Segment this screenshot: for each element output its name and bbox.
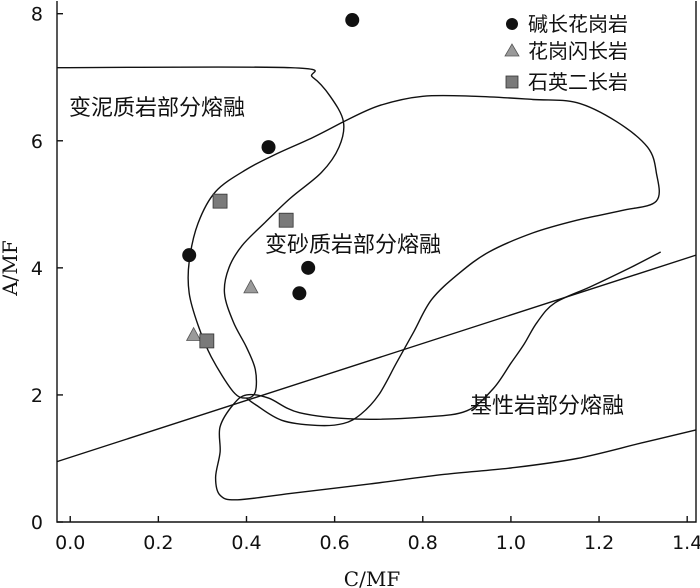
legend-marker-triangle xyxy=(504,43,520,57)
region-outline-basic-rock xyxy=(214,251,697,501)
point-granodiorite xyxy=(243,279,259,294)
point-quartz-monzonite xyxy=(199,333,215,349)
x-tick-label: 0.2 xyxy=(143,532,173,554)
x-tick-label: 0.0 xyxy=(55,532,85,554)
x-tick-label: 0.6 xyxy=(320,532,350,554)
region-outline-metagreywacke xyxy=(246,94,660,427)
point-quartz-monzonite xyxy=(212,193,228,209)
legend: 碱长花岗岩 花岗闪长岩 石英二长岩 xyxy=(504,12,628,94)
point-alkali-feldspar-granite xyxy=(301,260,316,275)
x-tick-label: 0.4 xyxy=(231,532,261,554)
melt-regions xyxy=(56,66,697,501)
region-label-metapelite: 变泥质岩部分熔融 xyxy=(69,96,245,121)
y-tick-label: 6 xyxy=(31,131,43,153)
legend-label-2: 石英二长岩 xyxy=(528,70,628,94)
legend-label-0: 碱长花岗岩 xyxy=(528,12,628,36)
plot-frame xyxy=(56,1,697,523)
region-outline-metapelite xyxy=(56,66,345,399)
point-alkali-feldspar-granite xyxy=(292,286,307,301)
point-alkali-feldspar-granite xyxy=(345,13,360,28)
y-axis-title: A/MF xyxy=(0,240,22,297)
region-labels: 变泥质岩部分熔融 变砂质岩部分熔融 基性岩部分熔融 xyxy=(69,96,624,419)
boundary-line xyxy=(56,254,697,463)
point-quartz-monzonite xyxy=(278,212,294,228)
region-label-basic-rock: 基性岩部分熔融 xyxy=(470,394,624,419)
y-tick-label: 0 xyxy=(31,512,43,534)
axes xyxy=(56,1,697,523)
y-tick-label: 4 xyxy=(31,258,43,280)
x-axis-title: C/MF xyxy=(344,567,401,588)
x-tick-label: 1.2 xyxy=(584,532,614,554)
legend-label-1: 花岗闪长岩 xyxy=(528,39,628,63)
y-tick-label: 2 xyxy=(31,385,43,407)
legend-marker-circle xyxy=(506,18,518,30)
legend-marker-square xyxy=(505,75,519,89)
x-tick-label: 0.8 xyxy=(408,532,438,554)
x-tick-label: 1.4 xyxy=(672,532,700,554)
point-alkali-feldspar-granite xyxy=(182,248,197,263)
data-markers xyxy=(182,13,360,349)
x-tick-label: 1.0 xyxy=(496,532,526,554)
point-alkali-feldspar-granite xyxy=(261,140,276,155)
axis-ticks: 0.0 0.2 0.4 0.6 0.8 1.0 1.2 1.4 0 2 4 6 8 xyxy=(31,4,700,554)
y-tick-label: 8 xyxy=(31,4,43,26)
point-granodiorite xyxy=(185,326,202,341)
region-label-metagreywacke: 变砂质岩部分熔融 xyxy=(265,233,441,258)
